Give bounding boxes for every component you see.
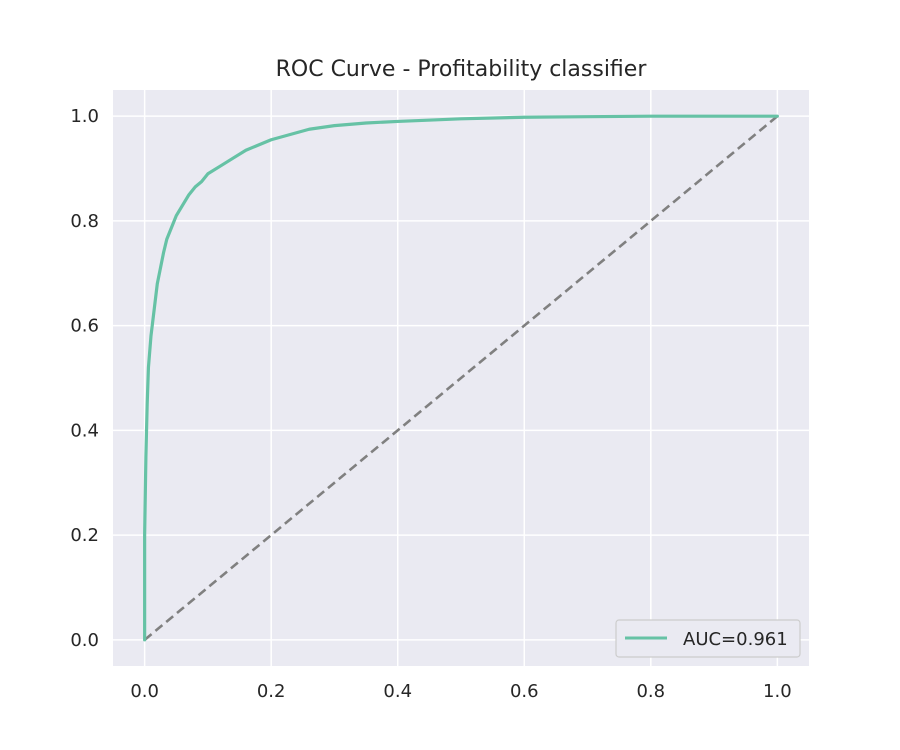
y-tick-label: 0.0 bbox=[70, 630, 99, 651]
legend-box bbox=[615, 619, 801, 658]
x-tick-label: 0.2 bbox=[257, 681, 286, 702]
x-tick-label: 1.0 bbox=[763, 681, 792, 702]
legend: AUC=0.961 bbox=[615, 619, 801, 658]
x-tick-label: 0.8 bbox=[636, 681, 665, 702]
y-tick-label: 0.2 bbox=[70, 525, 99, 546]
x-tick-label: 0.0 bbox=[130, 681, 159, 702]
legend-label: AUC=0.961 bbox=[683, 629, 788, 650]
x-tick-labels: 0.0 0.2 0.4 0.6 0.8 1.0 bbox=[130, 681, 791, 702]
y-tick-label: 0.6 bbox=[70, 316, 99, 337]
y-tick-label: 1.0 bbox=[70, 106, 99, 127]
y-tick-label: 0.8 bbox=[70, 211, 99, 232]
grid bbox=[113, 90, 809, 666]
x-tick-label: 0.4 bbox=[383, 681, 412, 702]
chart-title: ROC Curve - Profitability classifier bbox=[276, 57, 648, 82]
y-tick-labels: 0.0 0.2 0.4 0.6 0.8 1.0 bbox=[70, 106, 99, 651]
roc-curve-line bbox=[143, 114, 779, 642]
series-layer bbox=[143, 114, 779, 642]
y-tick-label: 0.4 bbox=[70, 420, 99, 441]
x-tick-label: 0.6 bbox=[510, 681, 539, 702]
chance-diagonal-line bbox=[143, 115, 779, 641]
